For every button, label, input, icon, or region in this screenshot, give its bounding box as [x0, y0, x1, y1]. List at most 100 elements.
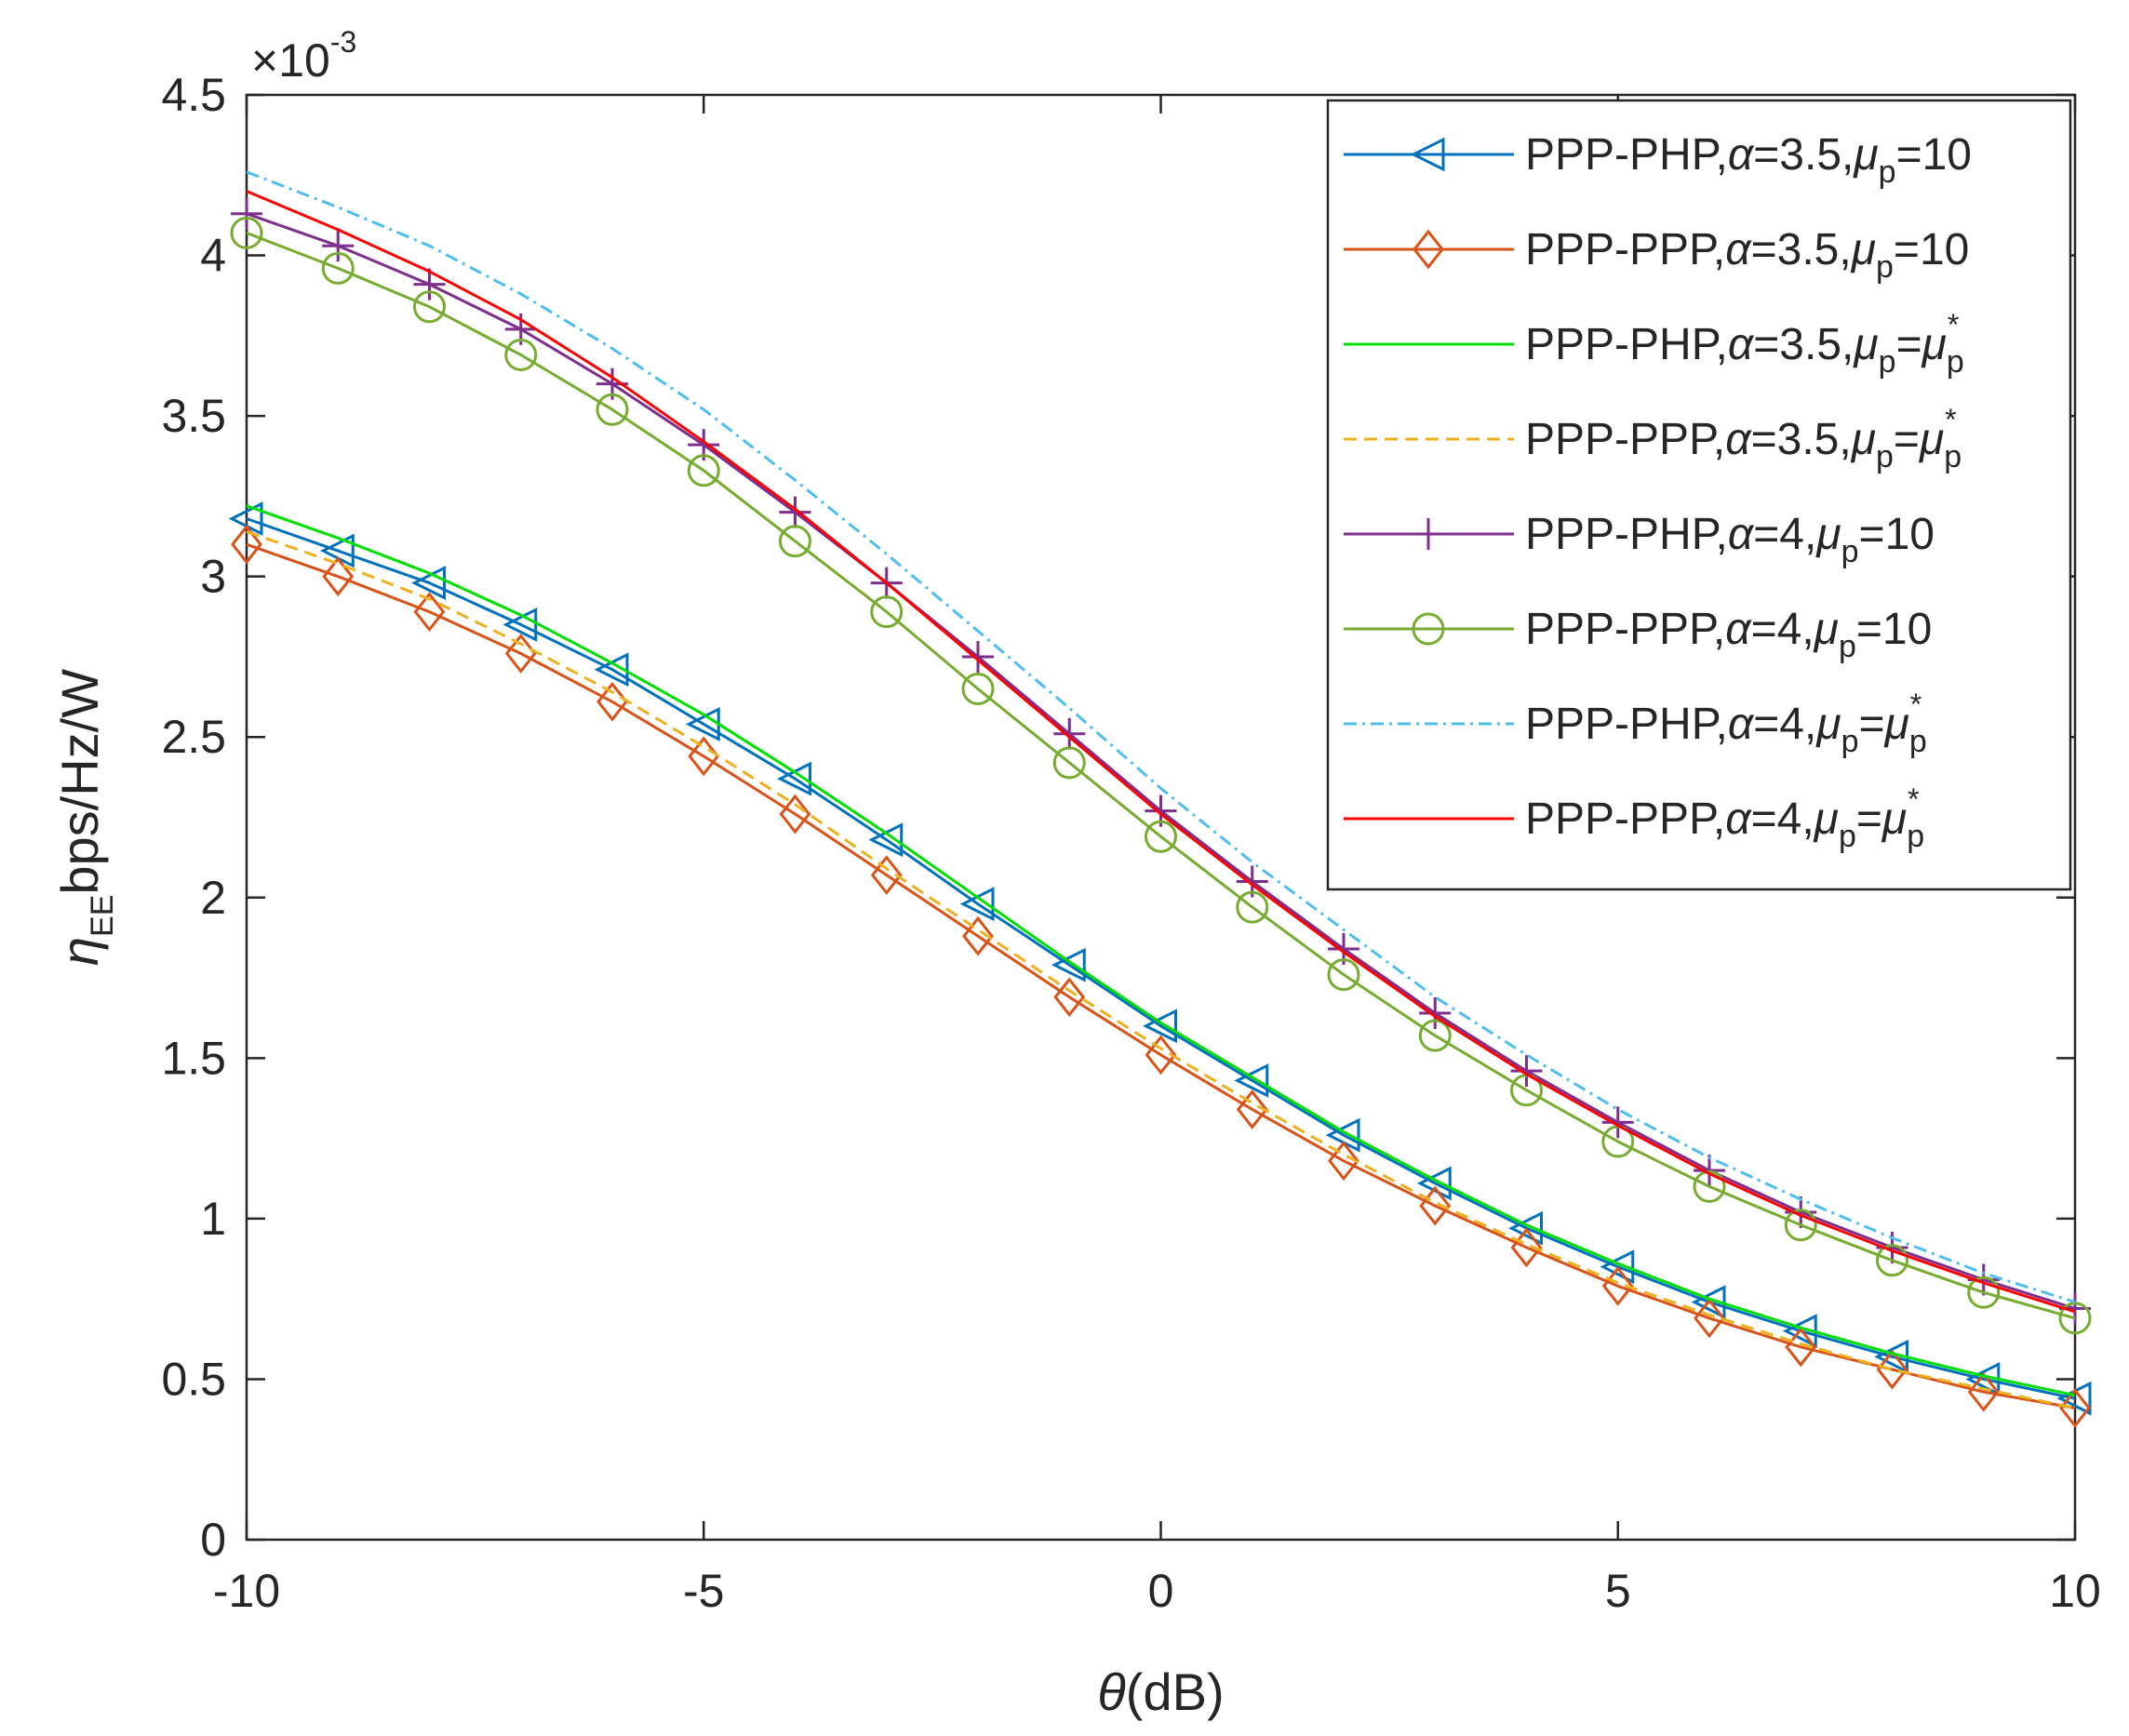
- legend-label-alpha: α: [1728, 700, 1755, 749]
- legend-label-equals: =: [1894, 225, 1920, 274]
- marker-circle: [1967, 1275, 2001, 1309]
- marker-circle: [779, 525, 811, 558]
- series-3: [246, 504, 2076, 1397]
- legend-label-alpha-value: =3.5,: [1753, 320, 1854, 369]
- legend-label-value: 10: [1885, 510, 1935, 559]
- legend-entry-1: PPP-PHP,α=3.5,μp=10: [1344, 130, 1972, 190]
- x-tick-label: 0: [1148, 1565, 1174, 1617]
- x-tick-label: -5: [683, 1565, 724, 1617]
- marker-triangle: [1410, 137, 1445, 172]
- marker-triangle: [1051, 947, 1086, 982]
- y-tick-label: 0: [200, 1514, 226, 1566]
- legend-label: PPP-PPP,α=3.5,μp=10: [1525, 225, 1969, 285]
- legend-label: PPP-PHP,α=4,μp=10: [1525, 510, 1935, 569]
- series-line: [246, 190, 2076, 1314]
- axis-labels: θ(dB) ηEEbps/Hz/W ×10-3: [50, 25, 1225, 1721]
- marker-circle: [2058, 1302, 2092, 1335]
- legend-label-alpha-value: =4,: [1751, 795, 1814, 844]
- marker-plus: [1053, 717, 1086, 750]
- marker-diamond: [413, 592, 446, 633]
- legend-label: PPP-PHP,α=3.5,μp=μp*: [1525, 308, 1964, 380]
- legend-label: PPP-PPP,α=4,μp=μp*: [1525, 782, 1924, 854]
- marker-diamond: [1236, 1089, 1268, 1129]
- x-tick-label: 10: [2049, 1565, 2101, 1617]
- marker-diamond: [688, 736, 720, 777]
- marker-diamond: [596, 681, 628, 722]
- marker-plus: [1510, 1055, 1543, 1088]
- series-line: [246, 504, 2076, 1397]
- legend-entry-3: PPP-PHP,α=3.5,μp=μp*: [1344, 308, 1964, 380]
- y-tick-label: 0.5: [161, 1353, 226, 1405]
- series-line: [246, 232, 2076, 1320]
- marker-circle: [1876, 1244, 1908, 1277]
- series-line: [246, 170, 2076, 1304]
- marker-triangle: [1416, 1166, 1452, 1201]
- legend-label-value: 10: [1920, 225, 1969, 274]
- marker-circle: [870, 595, 904, 629]
- y-tick-label: 3: [200, 551, 226, 603]
- legend-label-alpha: α: [1725, 415, 1752, 464]
- x-tick-label: 5: [1605, 1565, 1631, 1617]
- marker-plus: [1601, 1106, 1634, 1139]
- legend-label-mu-star: μ: [1881, 795, 1907, 844]
- marker-diamond: [1145, 1035, 1177, 1075]
- legend-label-mu: μ: [1850, 415, 1876, 464]
- legend-label-equals: =: [1896, 130, 1922, 180]
- marker-diamond: [779, 794, 811, 835]
- legend-label-mu: μ: [1813, 795, 1839, 844]
- marker-plus: [322, 230, 355, 262]
- marker-circle: [1418, 1019, 1452, 1052]
- legend: PPP-PHP,α=3.5,μp=10PPP-PPP,α=3.5,μp=10PP…: [1326, 99, 2072, 891]
- marker-diamond: [1328, 1141, 1359, 1182]
- legend-entry-6: PPP-PPP,α=4,μp=10: [1344, 605, 1932, 664]
- legend-box: [1326, 99, 2072, 891]
- marker-diamond: [2059, 1388, 2091, 1428]
- axis-ticks: -10 -5 0 5 10 0 0.5 1 1.5 2 2.5 3 3.5 4 4.5: [161, 69, 2100, 1617]
- y-axis-subscript: EE: [85, 895, 120, 937]
- legend-label-sub: p: [1944, 439, 1962, 474]
- y-tick-label: 3.5: [161, 390, 226, 442]
- legend-label: PPP-PHP,α=3.5,μp=10: [1525, 130, 1972, 190]
- legend-label-alpha: α: [1728, 320, 1755, 369]
- marker-circle: [1693, 1169, 1726, 1203]
- y-tick-label: 4: [200, 230, 226, 282]
- legend-label-sub: p: [1839, 819, 1856, 854]
- y-tick-label: 1.5: [161, 1032, 226, 1084]
- marker-circle: [504, 339, 538, 372]
- x-axis-unit: (dB): [1126, 1663, 1225, 1721]
- marker-triangle: [411, 566, 446, 600]
- marker-diamond: [1510, 1227, 1543, 1268]
- series-5: [231, 197, 2091, 1325]
- marker-circle: [413, 290, 446, 324]
- marker-diamond: [1413, 229, 1444, 270]
- legend-label: PPP-PHP,α=4,μp=μp*: [1525, 688, 1927, 759]
- legend-label-alpha: α: [1725, 795, 1752, 844]
- marker-triangle: [1234, 1063, 1269, 1098]
- y-tick-label: 2: [200, 872, 226, 924]
- series-7: [246, 170, 2076, 1304]
- legend-label-equals: =: [1856, 795, 1882, 844]
- legend-entry-8: PPP-PPP,α=4,μp=μp*: [1344, 782, 1924, 854]
- series-line: [246, 517, 2076, 1400]
- legend-label-prefix: PPP-PPP,: [1525, 415, 1725, 464]
- marker-diamond: [1967, 1371, 2000, 1412]
- marker-circle: [1784, 1209, 1817, 1242]
- legend-label-mu: μ: [1813, 605, 1839, 654]
- series-line: [246, 529, 2076, 1409]
- series-layer: [228, 170, 2092, 1428]
- marker-plus: [1419, 997, 1452, 1030]
- marker-circle: [1145, 820, 1177, 853]
- legend-label-star: *: [1908, 782, 1919, 816]
- series-4: [246, 529, 2076, 1409]
- legend-label-alpha: α: [1725, 225, 1752, 274]
- marker-circle: [1412, 612, 1445, 646]
- series-8: [246, 190, 2076, 1314]
- legend-entry-5: PPP-PHP,α=4,μp=10: [1344, 510, 1935, 569]
- legend-label-equals: =: [1859, 700, 1885, 749]
- legend-label: PPP-PPP,α=4,μp=10: [1525, 605, 1932, 664]
- legend-label-sub: p: [1841, 724, 1859, 759]
- legend-label-sub: p: [1839, 629, 1856, 664]
- legend-label-prefix: PPP-PHP,: [1525, 320, 1728, 369]
- marker-circle: [321, 251, 355, 285]
- legend-label-mu-star: μ: [1918, 415, 1944, 464]
